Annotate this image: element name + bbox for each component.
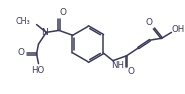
Text: O: O: [146, 18, 153, 27]
Text: HO: HO: [31, 66, 44, 75]
Text: N: N: [41, 28, 48, 37]
Text: O: O: [128, 67, 135, 76]
Text: CH₃: CH₃: [16, 17, 31, 26]
Text: O: O: [59, 8, 66, 17]
Text: OH: OH: [172, 25, 185, 34]
Text: O: O: [17, 48, 24, 57]
Text: NH: NH: [111, 61, 124, 70]
